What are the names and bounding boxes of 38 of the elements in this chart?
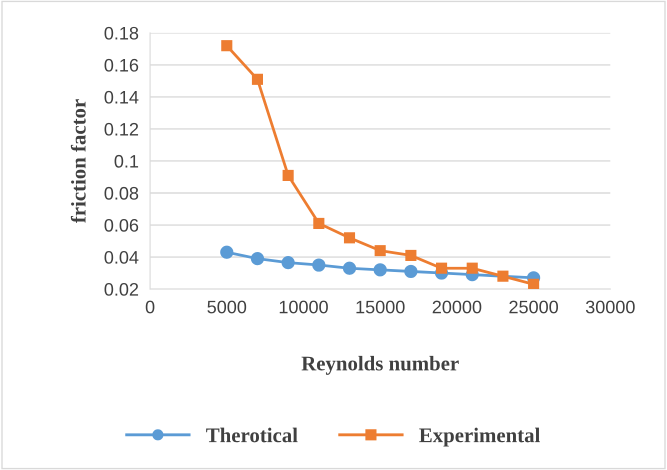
point: [404, 264, 418, 278]
point: [221, 40, 232, 52]
x-tick-label: 10000: [280, 300, 328, 314]
point: [313, 218, 324, 229]
y-tick-label: 0.1: [114, 154, 138, 168]
point: [466, 262, 478, 274]
point: [528, 278, 540, 290]
point: [374, 245, 386, 256]
point: [282, 170, 294, 181]
y-tick-label: 0.14: [104, 90, 138, 104]
point: [252, 74, 264, 85]
y-tick-label: 0.06: [104, 218, 138, 232]
point: [344, 232, 356, 244]
legend-label: Experimental: [419, 428, 540, 447]
point: [497, 270, 508, 282]
y-tick-label: 0.16: [104, 58, 138, 72]
x-tick-label: 30000: [586, 300, 635, 314]
x-tick-label: 15000: [356, 300, 405, 314]
y-tick-label: 0.02: [104, 282, 138, 296]
x-tick-label: 20000: [432, 300, 482, 314]
point: [374, 263, 387, 276]
legend-label: Therotical: [206, 428, 298, 442]
point: [282, 256, 295, 270]
point: [312, 258, 326, 272]
y-tick-label: 0.04: [104, 250, 138, 264]
point: [220, 246, 234, 259]
x-tick-label: 5000: [207, 300, 246, 314]
y-tick-label: 0.12: [104, 122, 138, 136]
y-tick-label: 0.18: [104, 26, 138, 40]
y-tick-label: 0.08: [104, 186, 138, 200]
x-tick-label: 25000: [509, 300, 558, 314]
y-axis-title: friction factor: [70, 99, 86, 223]
point: [436, 262, 448, 274]
point: [405, 250, 416, 261]
point: [342, 262, 356, 275]
x-tick-label: 0: [146, 300, 154, 314]
x-axis-title: Reynolds number: [302, 356, 459, 375]
point: [250, 252, 264, 266]
